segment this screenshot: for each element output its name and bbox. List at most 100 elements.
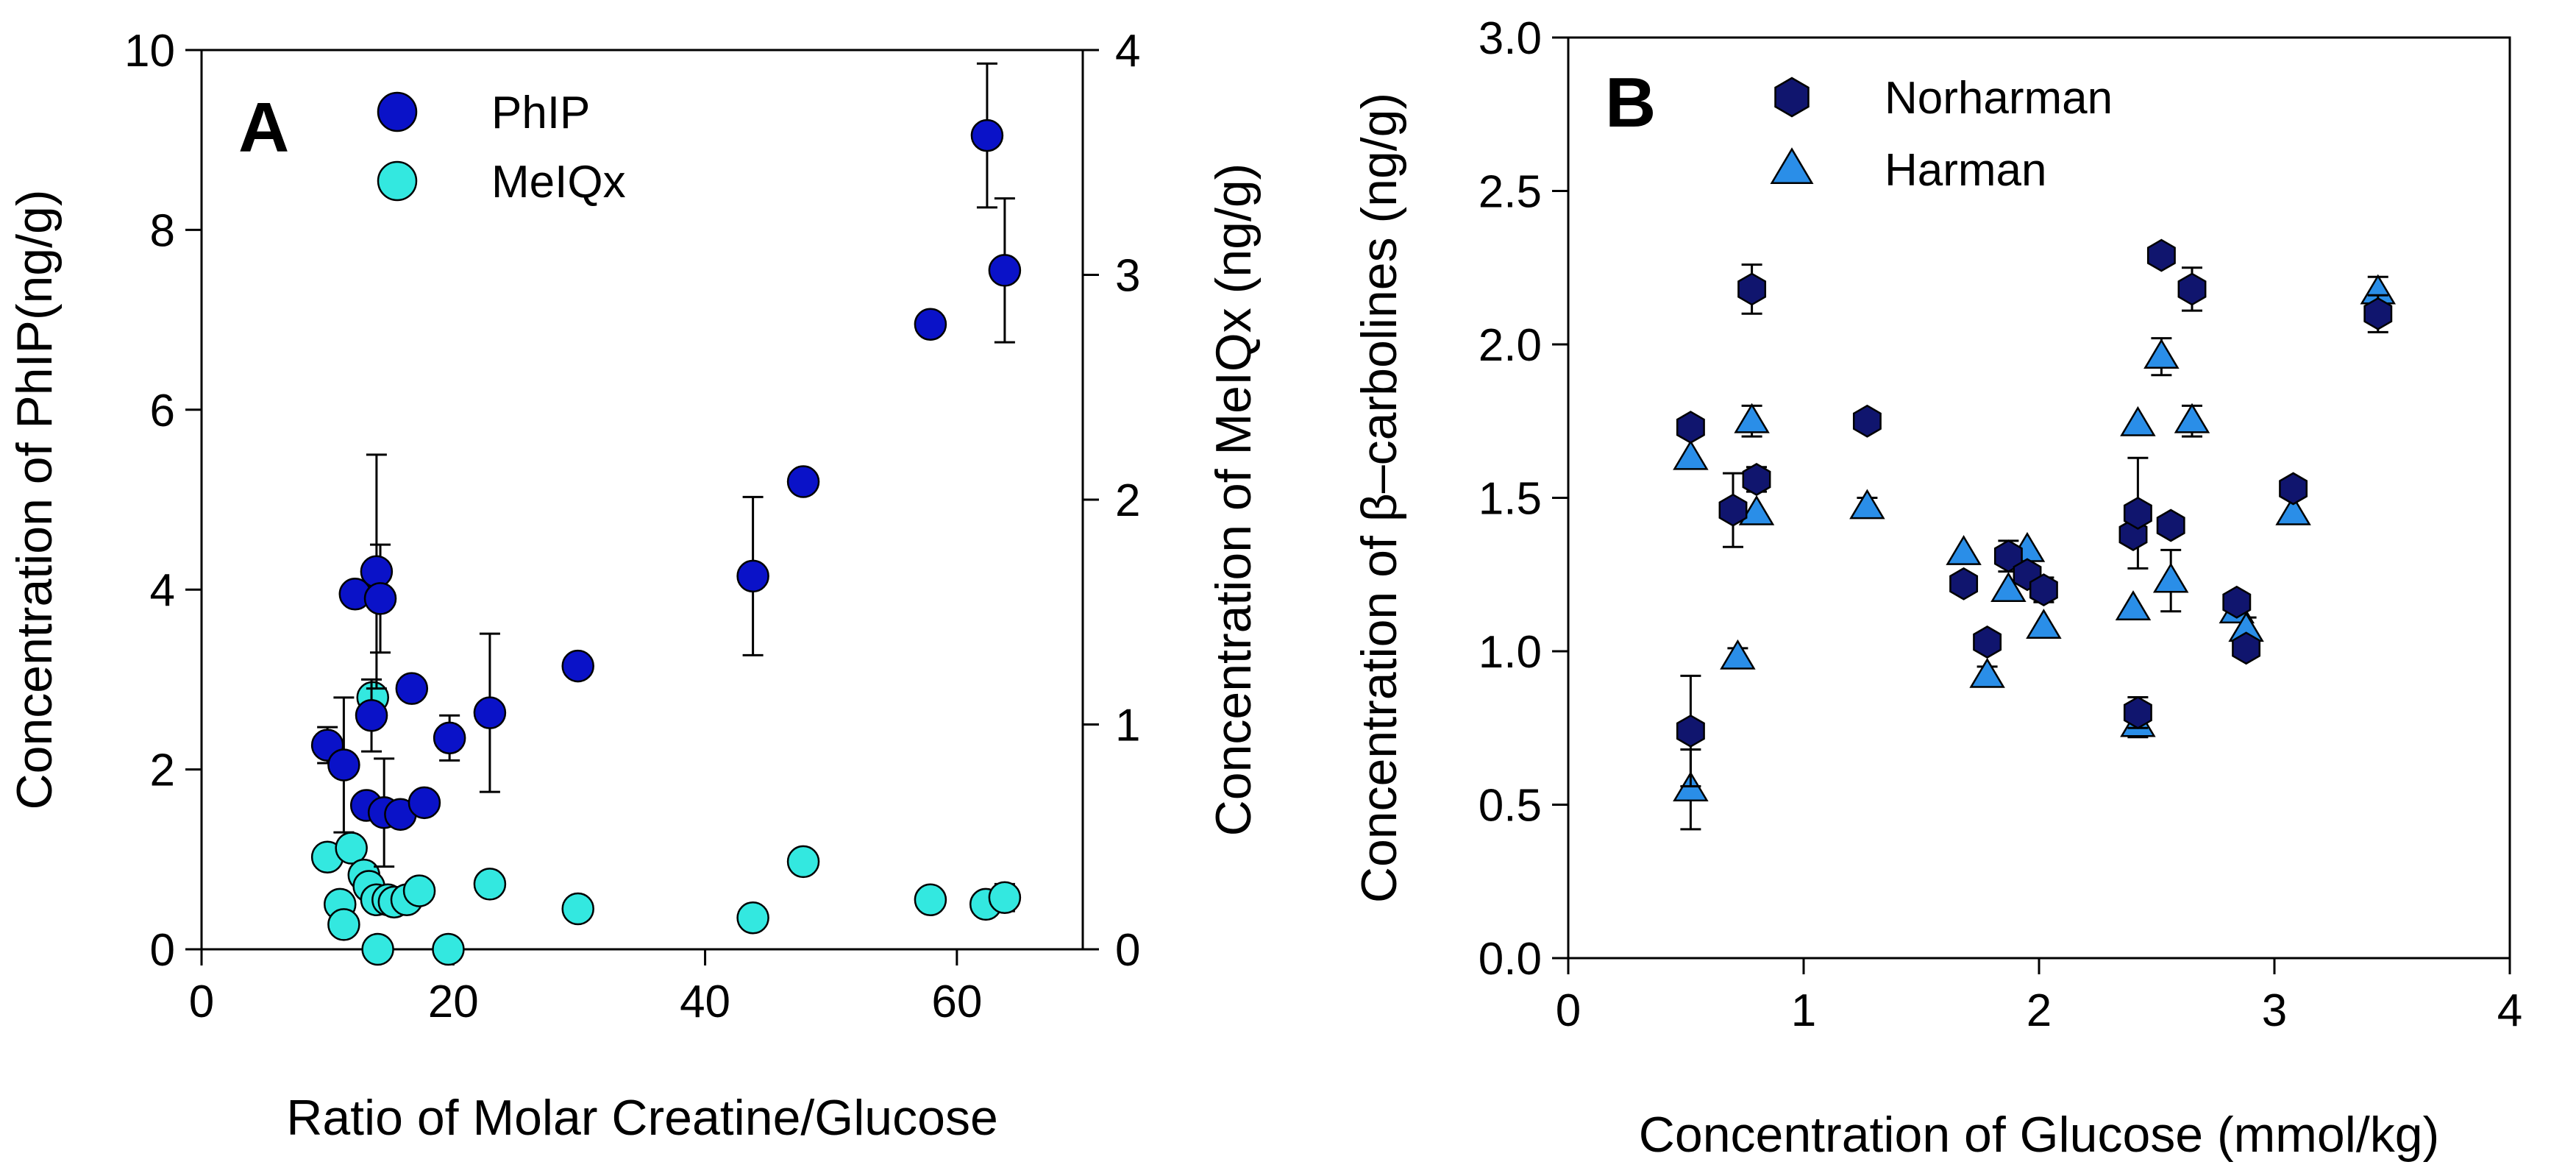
series-norharman [1676, 238, 2393, 787]
y-tick-label-b: 0.0 [1479, 934, 1542, 985]
plot-frame-a [200, 49, 1084, 951]
point-norharman [2156, 508, 2185, 542]
point-harman [2174, 403, 2210, 433]
y2-tick-label-a: 0 [1115, 925, 1140, 976]
y-tick-label-b: 3.0 [1479, 13, 1542, 64]
legend-marker-harman [1770, 147, 1814, 184]
point-norharman [1742, 463, 1771, 496]
x-tick-label-b: 0 [1556, 985, 1581, 1036]
x-axis-title-a: Ratio of Molar Creatine/Glucose [286, 1090, 998, 1146]
y2-axis-title-a: Concentration of MeIQx (ng/g) [1206, 163, 1262, 837]
point-harman [1969, 657, 2005, 688]
point-meiqx [736, 901, 769, 935]
point-phip [736, 559, 769, 593]
point-norharman [2123, 695, 2152, 729]
y-tick-label-b: 1.0 [1479, 627, 1542, 678]
point-norharman [1949, 567, 1979, 600]
point-meiqx [914, 883, 947, 917]
legend-label-phip: PhIP [491, 88, 590, 138]
x-tick-label-a: 40 [680, 977, 730, 1027]
x-tick-label-a: 0 [189, 977, 214, 1027]
y2-tick-label-a: 1 [1115, 701, 1140, 751]
legend-label-meiqx: MeIQx [491, 157, 626, 208]
legend-label-harman: Harman [1885, 145, 2047, 196]
point-harman [2115, 590, 2152, 620]
y-tick-label-a: 6 [150, 386, 175, 436]
point-harman [2120, 405, 2156, 436]
y-tick-label-a: 10 [124, 26, 175, 77]
point-phip [473, 696, 507, 729]
y-tick-label-b: 1.5 [1479, 474, 1542, 525]
series-phip [310, 62, 1022, 868]
panel-letter-b: B [1605, 63, 1656, 142]
x-axis-title-b: Concentration of Glucose (mmol/kg) [1639, 1107, 2439, 1163]
point-norharman [1993, 539, 2023, 573]
x-tick-label-b: 4 [2497, 985, 2522, 1036]
point-norharman [2029, 573, 2058, 607]
point-harman [1849, 489, 1885, 520]
y-tick-label-a: 0 [150, 925, 175, 976]
x-tick-label-b: 1 [1791, 985, 1816, 1036]
y-tick-label-a: 2 [150, 745, 175, 796]
point-norharman [1676, 411, 1705, 444]
point-norharman [2177, 272, 2207, 306]
point-norharman [1676, 714, 1705, 748]
legend-label-norharman: Norharman [1885, 73, 2113, 124]
series-meiqx [310, 681, 1022, 966]
series-harman [1673, 274, 2397, 831]
point-phip [355, 699, 388, 732]
point-harman [1673, 439, 1709, 470]
point-harman [1946, 535, 1982, 565]
point-meiqx [473, 868, 507, 901]
point-phip [914, 308, 947, 341]
point-meiqx [988, 881, 1022, 914]
point-meiqx [402, 874, 436, 907]
y-tick-label-a: 8 [150, 205, 175, 256]
point-norharman [2279, 472, 2308, 506]
point-norharman [1718, 493, 1748, 527]
panel-b: 0 1 2 3 4 0.0 0.5 1.0 1.5 2.0 2.5 3.0 Concentration … [1351, 13, 2522, 1163]
legend-marker-norharman [1774, 77, 1810, 118]
point-phip [433, 721, 466, 755]
point-phip [970, 118, 1004, 152]
point-harman [1738, 495, 1775, 525]
x-tick-label-a: 60 [931, 977, 982, 1027]
y2-tick-label-a: 2 [1115, 475, 1140, 526]
point-phip [786, 465, 820, 498]
point-meiqx [432, 932, 465, 966]
point-norharman [1852, 404, 1882, 438]
y2-tick-label-a: 3 [1115, 251, 1140, 302]
point-norharman [2222, 585, 2252, 619]
point-norharman [2146, 238, 2176, 272]
point-norharman [2123, 496, 2152, 530]
point-phip [561, 649, 594, 683]
legend-marker-meiqx [377, 160, 418, 202]
point-phip [408, 786, 441, 820]
point-meiqx [561, 892, 594, 926]
y-tick-label-a: 4 [150, 565, 175, 616]
panel-a: 0 20 40 60 0 2 4 6 8 10 0 1 2 3 4 Ratio of Molar Creati… [7, 26, 1262, 1146]
point-meiqx [361, 932, 394, 966]
point-meiqx [786, 845, 820, 879]
x-tick-label-b: 3 [2262, 985, 2287, 1036]
y-tick-label-b: 0.5 [1479, 781, 1542, 832]
point-norharman [2363, 297, 2393, 330]
point-harman [2275, 495, 2311, 525]
y-tick-label-b: 2.5 [1479, 167, 1542, 218]
point-norharman [1973, 626, 2002, 659]
point-harman [2143, 339, 2180, 369]
point-phip [988, 254, 1022, 287]
x-tick-label-a: 20 [428, 977, 479, 1027]
y2-tick-label-a: 4 [1115, 26, 1140, 77]
point-phip [395, 672, 429, 705]
point-norharman [2232, 631, 2261, 665]
point-norharman [1737, 272, 1767, 306]
point-meiqx [327, 908, 360, 941]
y-tick-label-b: 2.0 [1479, 320, 1542, 371]
legend-marker-phip [377, 91, 418, 132]
y-axis-title-a: Concentration of PhIP(ng/g) [7, 190, 63, 810]
point-harman [2152, 562, 2189, 593]
x-tick-label-b: 2 [2027, 985, 2052, 1036]
point-harman [1720, 639, 1756, 670]
point-phip [327, 748, 360, 782]
